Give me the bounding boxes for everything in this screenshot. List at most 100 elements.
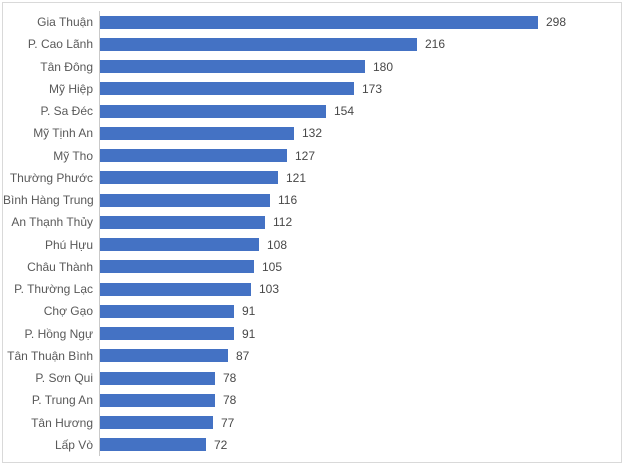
category-label: Phú Hựu [44,237,93,252]
chart-rows: Gia Thuận 298 P. Cao Lãnh 216 Tân Đông 1… [3,11,621,456]
category-label: Tân Thuận Bình [7,348,93,363]
chart-row: Mỹ Tịnh An 132 [3,122,621,144]
bar-area: 154 [100,100,621,122]
value-label: 103 [259,282,280,297]
bar [100,60,365,74]
value-label: 105 [262,259,283,274]
value-label: 121 [286,170,307,185]
value-label: 298 [546,15,567,30]
value-label: 112 [273,215,293,230]
value-label: 180 [373,59,394,74]
bar-area: 116 [100,189,621,211]
category-label: Thường Phước [9,170,93,185]
bar-area: 127 [100,145,621,167]
category-label: P. Thường Lạc [14,282,93,297]
bar-area: 105 [100,256,621,278]
value-label: 154 [334,104,355,119]
bar [100,104,326,118]
bar [100,416,213,430]
value-label: 77 [221,415,235,430]
category-label: An Thạnh Thủy [11,215,93,230]
category-label: Chợ Gạo [43,304,93,319]
plot-area: Gia Thuận 298 P. Cao Lãnh 216 Tân Đông 1… [3,11,621,456]
value-label: 78 [223,371,237,386]
chart-row: Tân Đông 180 [3,56,621,78]
chart-row: P. Sơn Qui 78 [3,367,621,389]
bar [100,438,206,452]
bar [100,15,538,29]
value-label: 72 [214,437,228,452]
bar [100,393,215,407]
bar-area: 91 [100,323,621,345]
bar-area: 78 [100,389,621,411]
bar [100,260,254,274]
category-label: Bình Hàng Trung [3,193,94,208]
bar-area: 132 [100,122,621,144]
chart-row: Mỹ Tho 127 [3,145,621,167]
bar [100,149,287,163]
category-label: P. Cao Lãnh [27,37,93,52]
chart-row: Tân Hương 77 [3,412,621,434]
category-label: Tân Đông [40,59,93,74]
value-label: 91 [242,304,256,319]
bar-area: 216 [100,33,621,55]
value-label: 91 [242,326,256,341]
value-label: 87 [236,348,250,363]
bar-area: 91 [100,300,621,322]
bar [100,171,278,185]
bar-area: 103 [100,278,621,300]
bar-area: 112 [100,211,621,233]
category-label: Mỹ Hiệp [48,81,93,96]
chart-row: Phú Hựu 108 [3,234,621,256]
chart-row: P. Hồng Ngự 91 [3,323,621,345]
chart-row: An Thạnh Thủy 112 [3,211,621,233]
chart-row: Mỹ Hiệp 173 [3,78,621,100]
bar-area: 87 [100,345,621,367]
chart-row: P. Trung An 78 [3,389,621,411]
chart-row: Thường Phước 121 [3,167,621,189]
category-label: Mỹ Tịnh An [33,126,93,141]
bar [100,349,228,363]
bar-area: 121 [100,167,621,189]
category-label: P. Sơn Qui [35,371,93,386]
category-label: Tân Hương [31,415,93,430]
chart-row: Châu Thành 105 [3,256,621,278]
chart-row: Lấp Vò 72 [3,434,621,456]
chart-row: P. Thường Lạc 103 [3,278,621,300]
bar-area: 180 [100,56,621,78]
value-label: 78 [223,393,237,408]
category-label: Châu Thành [27,259,93,274]
value-label: 127 [295,148,316,163]
category-label: Gia Thuận [37,15,93,30]
bar [100,82,354,96]
category-label: Lấp Vò [54,437,93,452]
bar [100,37,417,51]
chart-row: Bình Hàng Trung 116 [3,189,621,211]
chart-row: Tân Thuận Bình 87 [3,345,621,367]
value-label: 173 [362,81,383,96]
bar [100,304,234,318]
category-label: Mỹ Tho [53,148,93,163]
chart-row: Chợ Gạo 91 [3,300,621,322]
bar-chart: Gia Thuận 298 P. Cao Lãnh 216 Tân Đông 1… [2,2,622,463]
bar [100,327,234,341]
bar-area: 173 [100,78,621,100]
bar [100,282,251,296]
bar-area: 72 [100,434,621,456]
bar [100,238,259,252]
bar-area: 78 [100,367,621,389]
bar [100,215,265,229]
chart-row: P. Cao Lãnh 216 [3,33,621,55]
bar-area: 108 [100,234,621,256]
category-label: P. Sa Đéc [40,104,93,119]
bar-area: 298 [100,11,621,33]
chart-row: P. Sa Đéc 154 [3,100,621,122]
value-label: 108 [267,237,288,252]
value-label: 216 [425,37,446,52]
value-label: 116 [278,193,298,208]
bar [100,193,270,207]
bar-area: 77 [100,412,621,434]
category-label: P. Hồng Ngự [24,326,93,341]
category-label: P. Trung An [31,393,93,408]
bar [100,371,215,385]
